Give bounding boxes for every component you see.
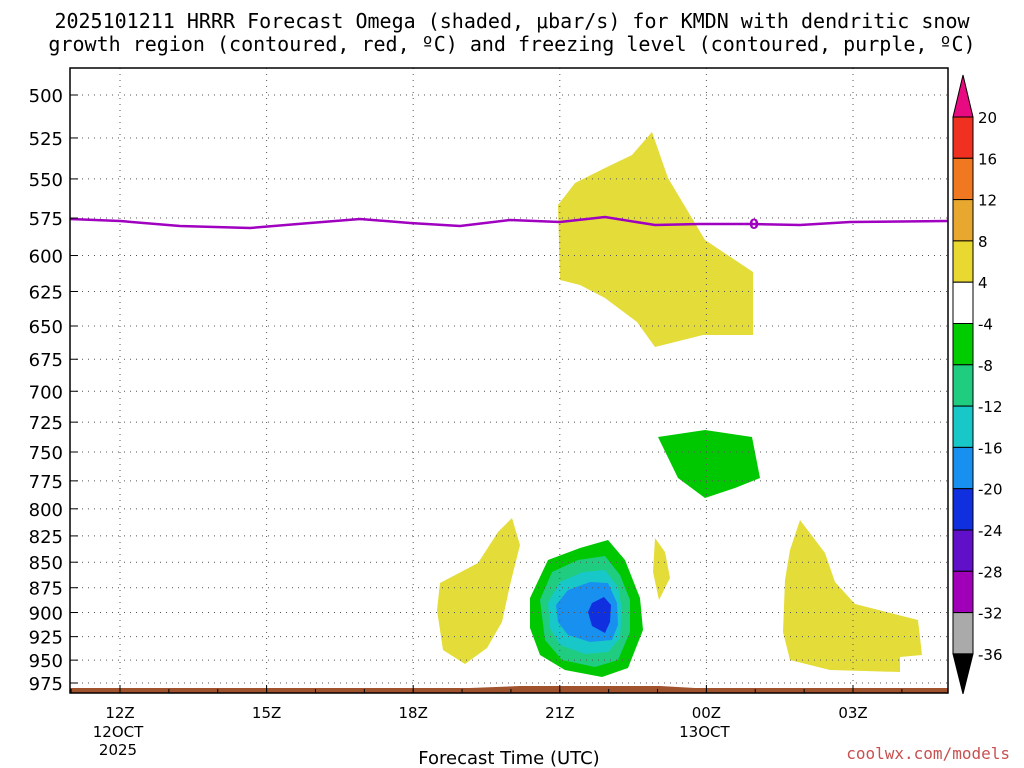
low-ascent-yellow-small (653, 538, 670, 600)
colorbar-swatch (952, 570, 974, 614)
upper-ascent-yellow (558, 132, 753, 347)
colorbar-label: -32 (978, 605, 1003, 623)
colorbar-swatch (952, 364, 974, 407)
y-tick-label: 625 (29, 282, 63, 303)
mid-descent-green (658, 430, 760, 498)
y-tick-label: 525 (29, 129, 63, 150)
colorbar-swatch (952, 405, 974, 448)
y-tick-label: 875 (29, 579, 63, 600)
colorbar-swatch (952, 529, 974, 572)
colorbar-label: 20 (978, 109, 997, 127)
y-tick-label: 675 (29, 350, 63, 371)
ground-fill-strip (70, 688, 948, 693)
colorbar-label: 4 (978, 274, 988, 292)
x-tick-label: 03Z (838, 704, 867, 722)
y-tick-label: 650 (29, 317, 63, 338)
colorbar-swatch (952, 240, 974, 283)
colorbar-swatch (952, 612, 974, 655)
x-tick-label: 00Z (692, 704, 721, 722)
colorbar-swatch (952, 446, 974, 490)
x-tick-year: 2025 (99, 741, 137, 759)
colorbar-label: -4 (978, 316, 993, 334)
ground-fill-bump (470, 686, 695, 688)
y-tick-label: 775 (29, 472, 63, 493)
y-tick-label: 950 (29, 651, 63, 672)
colorbar-swatch (952, 199, 974, 242)
colorbar-label: 8 (978, 233, 988, 251)
x-tick-label: 12Z (105, 704, 134, 722)
colorbar-swatch (952, 116, 974, 159)
x-tick-label: 15Z (252, 704, 281, 722)
omega-contours (437, 132, 922, 677)
x-tick-date: 12OCT (93, 723, 144, 741)
freezing-level-label: 0 (749, 217, 759, 233)
colorbar-swatch (952, 488, 974, 531)
colorbar-label: 16 (978, 150, 997, 168)
x-tick-label: 21Z (545, 704, 574, 722)
y-tick-label: 900 (29, 604, 63, 625)
colorbar-swatch (952, 323, 974, 366)
y-tick-label: 975 (29, 674, 63, 695)
y-tick-label: 800 (29, 500, 63, 521)
y-tick-label: 600 (29, 247, 63, 268)
y-axis: 500 525 550 575 600 625 650 675 700 725 750 775 800 8… (29, 86, 78, 695)
colorbar-label: 12 (978, 192, 997, 210)
y-tick-label: 825 (29, 527, 63, 548)
chart-title-line2: growth region (contoured, red, ºC) and f… (48, 32, 976, 56)
colorbar-swatch (952, 281, 974, 325)
x-axis-label: Forecast Time (UTC) (418, 748, 599, 768)
y-tick-label: 700 (29, 382, 63, 403)
low-ascent-yellow-right (783, 520, 922, 672)
chart-title-line1: 2025101211 HRRR Forecast Omega (shaded, … (54, 9, 970, 33)
colorbar-label: -16 (978, 439, 1003, 457)
colorbar: 20 16 12 8 4 -4 -8 -12 -16 -20 -24 -28 -32 -36 (952, 74, 1003, 695)
x-tick-date: 13OCT (679, 723, 730, 741)
y-tick-label: 850 (29, 553, 63, 574)
y-tick-label: 550 (29, 170, 63, 191)
colorbar-label: -12 (978, 398, 1003, 416)
plot-frame (69, 67, 949, 694)
y-tick-label: 500 (29, 86, 63, 107)
x-tick-label: 18Z (399, 704, 428, 722)
y-tick-label: 925 (29, 628, 63, 649)
freezing-level-line (69, 215, 949, 230)
grid-lines (70, 68, 948, 693)
colorbar-label: -20 (978, 481, 1003, 499)
colorbar-top-arrow (952, 74, 974, 118)
colorbar-swatch (952, 157, 974, 201)
colorbar-label: -8 (978, 357, 993, 375)
low-ascent-yellow-left (437, 518, 520, 664)
low-descent-darkblue (588, 597, 611, 633)
y-tick-label: 575 (29, 209, 63, 230)
colorbar-label: -24 (978, 522, 1003, 540)
colorbar-bottom-arrow (952, 653, 974, 695)
colorbar-label: -36 (978, 646, 1003, 664)
colorbar-label: -28 (978, 563, 1003, 581)
y-tick-label: 725 (29, 413, 63, 434)
y-tick-label: 750 (29, 443, 63, 464)
credit-label: coolwx.com/models (846, 744, 1010, 763)
